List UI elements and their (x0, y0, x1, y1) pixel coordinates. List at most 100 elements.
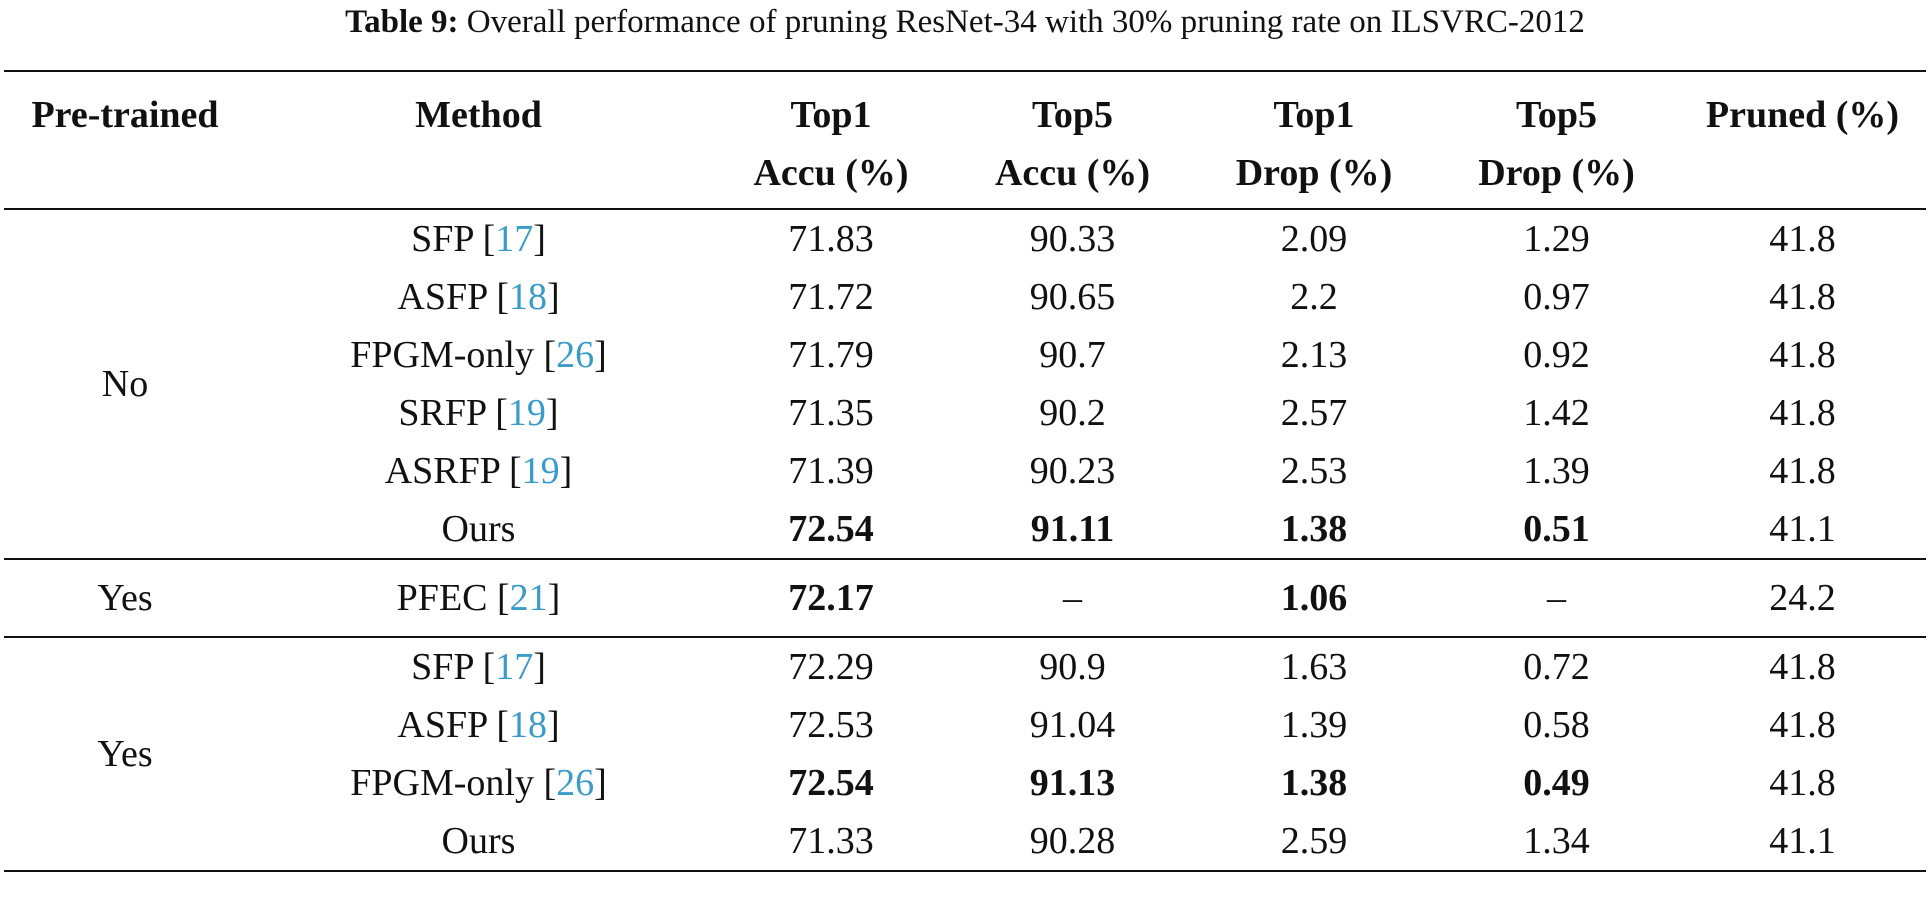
table-caption: Table 9: Overall performance of pruning … (0, 0, 1930, 48)
group-pretrained-pfec: Yes PFEC [21] 72.17 – 1.06 – 24.2 (4, 559, 1926, 637)
top1-drop-cell: 2.09 (1280, 218, 1348, 260)
top5-drop-cell: 0.49 (1523, 762, 1590, 804)
top5-drop-cell: 0.72 (1523, 646, 1590, 688)
top1-drop-cell: 1.06 (1280, 577, 1348, 619)
table-row: FPGM-only [26] 71.79 90.7 2.13 0.92 41.8 (4, 326, 1926, 384)
top5-accu-cell: 91.11 (1030, 508, 1115, 550)
method-cell: Ours (441, 820, 516, 862)
top1-drop-cell: 2.13 (1280, 334, 1348, 376)
top5-drop-cell: – (1547, 577, 1566, 619)
top1-accu-cell: 71.83 (788, 218, 874, 260)
pretrained-cell: Yes (97, 733, 153, 775)
top1-drop-cell: 1.39 (1280, 704, 1348, 746)
pruned-cell: 24.2 (1769, 577, 1836, 619)
header-top5-accu: Top5 Accu (%) (994, 94, 1151, 194)
top5-accu-cell: 91.13 (1029, 762, 1116, 804)
table-row: Ours 71.33 90.28 2.59 1.34 41.1 (4, 812, 1926, 871)
top1-drop-cell: 2.57 (1280, 392, 1348, 434)
top5-accu-cell: – (1063, 577, 1082, 619)
header-top1-drop: Top1 Drop (%) (1235, 94, 1393, 194)
method-cell: SRFP [19] (398, 392, 559, 434)
method-cell: SFP [17] (411, 646, 546, 688)
top1-accu-cell: 72.29 (788, 646, 874, 688)
top1-accu-cell: 72.17 (788, 577, 874, 619)
header-top1-accu: Top1 Accu (%) (753, 94, 909, 194)
top1-drop-cell: 1.63 (1280, 646, 1348, 688)
top1-accu-cell: 72.54 (788, 508, 874, 550)
citation-link[interactable]: 19 (507, 392, 546, 434)
citation-link[interactable]: 26 (556, 762, 595, 804)
table-row: Yes PFEC [21] 72.17 – 1.06 – 24.2 (4, 559, 1926, 637)
top5-accu-cell: 90.65 (1029, 276, 1116, 318)
pruned-cell: 41.8 (1769, 450, 1836, 492)
method-cell: FPGM-only [26] (350, 334, 607, 376)
top5-accu-cell: 90.33 (1029, 218, 1116, 260)
top1-accu-cell: 71.35 (788, 392, 874, 434)
pruned-cell: 41.1 (1769, 508, 1836, 550)
top5-drop-cell: 1.34 (1523, 820, 1590, 862)
table-caption-label: Table 9: (345, 4, 459, 40)
top1-accu-cell: 71.79 (788, 334, 874, 376)
top5-accu-cell: 90.23 (1029, 450, 1116, 492)
table-row: SRFP [19] 71.35 90.2 2.57 1.42 41.8 (4, 384, 1926, 442)
top1-drop-cell: 1.38 (1280, 762, 1348, 804)
top5-accu-cell: 90.9 (1039, 646, 1106, 688)
top1-accu-cell: 71.39 (788, 450, 874, 492)
group-pretrained: Yes SFP [17] 72.29 90.9 1.63 0.72 41.8 A… (4, 637, 1926, 871)
method-cell: SFP [17] (411, 218, 546, 260)
top1-drop-cell: 2.59 (1280, 820, 1348, 862)
top1-accu-cell: 71.33 (788, 820, 874, 862)
method-cell: FPGM-only [26] (350, 762, 607, 804)
table-row: ASFP [18] 71.72 90.65 2.2 0.97 41.8 (4, 268, 1926, 326)
header-top5-drop: Top5 Drop (%) (1478, 94, 1635, 194)
header-pretrained: Pre-trained (31, 94, 219, 136)
pruned-cell: 41.8 (1769, 704, 1836, 746)
top1-accu-cell: 72.53 (788, 704, 874, 746)
citation-link[interactable]: 21 (509, 577, 548, 619)
top5-drop-cell: 1.39 (1523, 450, 1590, 492)
top5-drop-cell: 0.51 (1523, 508, 1590, 550)
top1-drop-cell: 2.2 (1290, 276, 1338, 318)
method-cell: ASFP [18] (397, 704, 560, 746)
citation-link[interactable]: 17 (495, 218, 534, 260)
table-header: Pre-trained Method Top1 Accu (%) Top5 Accu… (4, 71, 1926, 209)
top1-accu-cell: 72.54 (788, 762, 874, 804)
top5-drop-cell: 1.42 (1523, 392, 1590, 434)
table-row: Ours 72.54 91.11 1.38 0.51 41.1 (4, 500, 1926, 559)
top1-drop-cell: 1.38 (1280, 508, 1348, 550)
top1-drop-cell: 2.53 (1280, 450, 1348, 492)
pruned-cell: 41.8 (1769, 276, 1836, 318)
top5-accu-cell: 90.28 (1029, 820, 1116, 862)
citation-link[interactable]: 18 (508, 276, 547, 318)
table-row: ASFP [18] 72.53 91.04 1.39 0.58 41.8 (4, 696, 1926, 754)
pruned-cell: 41.8 (1769, 762, 1836, 804)
pruned-cell: 41.8 (1769, 392, 1836, 434)
pruned-cell: 41.1 (1769, 820, 1836, 862)
top5-accu-cell: 90.2 (1039, 392, 1106, 434)
top1-accu-cell: 71.72 (788, 276, 874, 318)
top5-drop-cell: 0.92 (1523, 334, 1590, 376)
method-cell: ASRFP [19] (384, 450, 573, 492)
table-caption-text: Overall performance of pruning ResNet-34… (458, 4, 1585, 40)
citation-link[interactable]: 19 (521, 450, 560, 492)
table-row: FPGM-only [26] 72.54 91.13 1.38 0.49 41.… (4, 754, 1926, 812)
top5-drop-cell: 0.97 (1523, 276, 1590, 318)
pretrained-cell: Yes (97, 577, 153, 619)
table-row: Yes SFP [17] 72.29 90.9 1.63 0.72 41.8 (4, 637, 1926, 775)
pretrained-cell: No (101, 363, 149, 405)
citation-link[interactable]: 18 (508, 704, 547, 746)
pruned-cell: 41.8 (1769, 334, 1836, 376)
header-pruned: Pruned (%) (1705, 94, 1900, 136)
top5-accu-cell: 91.04 (1029, 704, 1116, 746)
pruned-cell: 41.8 (1769, 218, 1836, 260)
table-row: No SFP [17] 71.83 90.33 2.09 1.29 41.8 (4, 209, 1926, 405)
header-method: Method (415, 94, 542, 136)
method-cell: ASFP [18] (397, 276, 560, 318)
table-row: ASRFP [19] 71.39 90.23 2.53 1.39 41.8 (4, 442, 1926, 500)
pruned-cell: 41.8 (1769, 646, 1836, 688)
results-table: Pre-trained Method Top1 Accu (%) Top5 Accu… (4, 70, 1926, 872)
citation-link[interactable]: 26 (556, 334, 595, 376)
top5-drop-cell: 1.29 (1523, 218, 1590, 260)
top5-accu-cell: 90.7 (1039, 334, 1106, 376)
citation-link[interactable]: 17 (495, 646, 534, 688)
